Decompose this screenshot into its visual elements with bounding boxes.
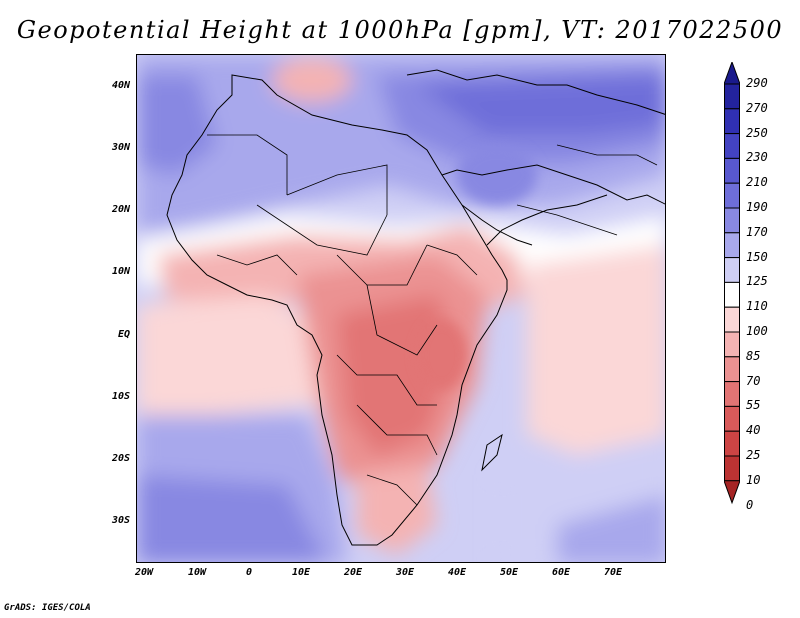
lat-label-20n: 20N [111,204,130,215]
map-panel [136,54,666,563]
lat-label-40n: 40N [111,80,130,91]
lat-label-10s: 10S [111,391,130,402]
colorbar-label: 110 [746,299,768,314]
colorbar-segment [724,381,740,407]
colorbar-segment [724,157,740,184]
map-title: Geopotential Height at 1000hPa [gpm], VT… [16,16,784,44]
colorbar-label: 230 [746,150,768,165]
credit-text: GrADS: IGES/COLA [4,603,91,613]
colorbar-segment [724,108,740,135]
colorbar-label: 0 [746,497,754,512]
lat-label-eq: EQ [117,329,130,340]
colorbar-bottom-arrow [724,480,740,505]
colorbar-segment [724,331,740,358]
lon-label-0: 0 [245,567,253,578]
colorbar-label: 25 [746,448,761,462]
lat-label-20s: 20S [111,453,130,464]
colorbar-label: 270 [746,100,768,115]
lon-label-30e: 30E [395,567,415,578]
colorbar-label: 170 [746,224,768,239]
colorbar-segment [724,306,740,333]
colorbar-segment [724,83,740,110]
colorbar-label: 150 [746,249,768,264]
lon-label-20w: 20W [134,567,154,578]
lon-label-10e: 10E [291,567,311,578]
colorbar-segment [724,182,740,209]
lon-label-10w: 10W [187,567,207,578]
colorbar-label: 290 [746,76,768,90]
coastlines [166,69,665,546]
colorbar-label: 190 [746,200,768,214]
colorbar-label: 210 [746,175,768,190]
colorbar-segment [724,356,740,383]
lon-label-20e: 20E [343,567,363,578]
colorbar-label: 10 [746,472,761,487]
country-borders [207,134,658,506]
lat-label-30s: 30S [111,515,130,526]
colorbar-label: 40 [746,423,761,438]
lon-label-40e: 40E [447,567,467,578]
colorbar-graphic [724,62,740,505]
colorbar-segment [724,207,740,234]
contour-shading [137,55,665,562]
colorbar-top-arrow [724,62,740,85]
geopotential-field [137,55,665,562]
colorbar-segment [724,133,740,159]
colorbar-label: 85 [746,348,761,363]
colorbar-segment [724,232,740,259]
colorbar-segment [724,455,740,482]
colorbar-segment [724,405,740,432]
colorbar-label: 125 [746,274,768,289]
colorbar-label: 70 [746,373,761,388]
colorbar-label: 55 [746,398,761,413]
lon-label-60e: 60E [551,567,571,578]
colorbar-segment [724,430,740,457]
colorbar-label: 250 [746,125,768,140]
lat-label-30n: 30N [111,142,130,153]
lat-label-10n: 10N [111,266,130,277]
arabian-high [417,145,537,390]
colorbar-segment [724,257,740,283]
lon-label-70e: 70E [603,567,623,578]
colorbar-label: 100 [746,324,768,338]
colorbar-segment [724,281,740,308]
lon-label-50e: 50E [499,567,519,578]
